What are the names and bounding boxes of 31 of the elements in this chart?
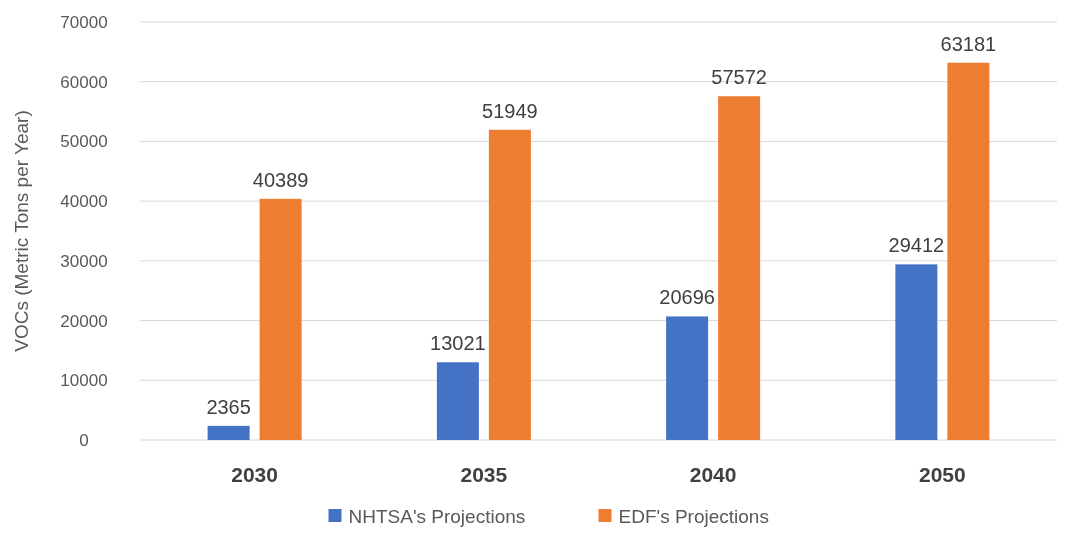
data-label: 29412 xyxy=(888,234,945,257)
bar xyxy=(436,362,479,440)
legend-label: EDF's Projections xyxy=(618,505,769,527)
x-tick-label: 2050 xyxy=(919,463,966,486)
data-label: 20696 xyxy=(659,286,715,309)
data-label: 63181 xyxy=(940,32,997,55)
bar xyxy=(259,198,302,440)
data-label: 13021 xyxy=(430,332,486,355)
y-tick-label: 50000 xyxy=(60,132,108,152)
legend-label: NHTSA's Projections xyxy=(348,505,526,527)
x-tick-label: 2040 xyxy=(689,463,737,486)
y-axis-title: VOCs (Metric Tons per Year) xyxy=(11,110,32,352)
y-tick-label: 60000 xyxy=(60,72,108,92)
y-tick-label: 40000 xyxy=(60,192,108,212)
data-label: 40389 xyxy=(252,168,309,191)
bar xyxy=(666,316,709,440)
x-tick-label: 2035 xyxy=(460,463,508,486)
bar xyxy=(895,264,938,440)
y-tick-label: 30000 xyxy=(60,251,108,271)
data-label: 2365 xyxy=(206,395,251,418)
bar xyxy=(207,425,250,440)
bar xyxy=(947,62,990,440)
y-tick-label: 20000 xyxy=(60,311,108,331)
bar xyxy=(488,129,531,440)
bar xyxy=(718,96,761,440)
y-tick-label: 10000 xyxy=(60,371,108,391)
data-label: 57572 xyxy=(711,66,767,89)
x-tick-label: 2030 xyxy=(231,463,278,486)
data-label: 51949 xyxy=(482,99,538,122)
y-tick-label: 70000 xyxy=(60,12,108,32)
y-tick-label: 0 xyxy=(79,430,89,450)
